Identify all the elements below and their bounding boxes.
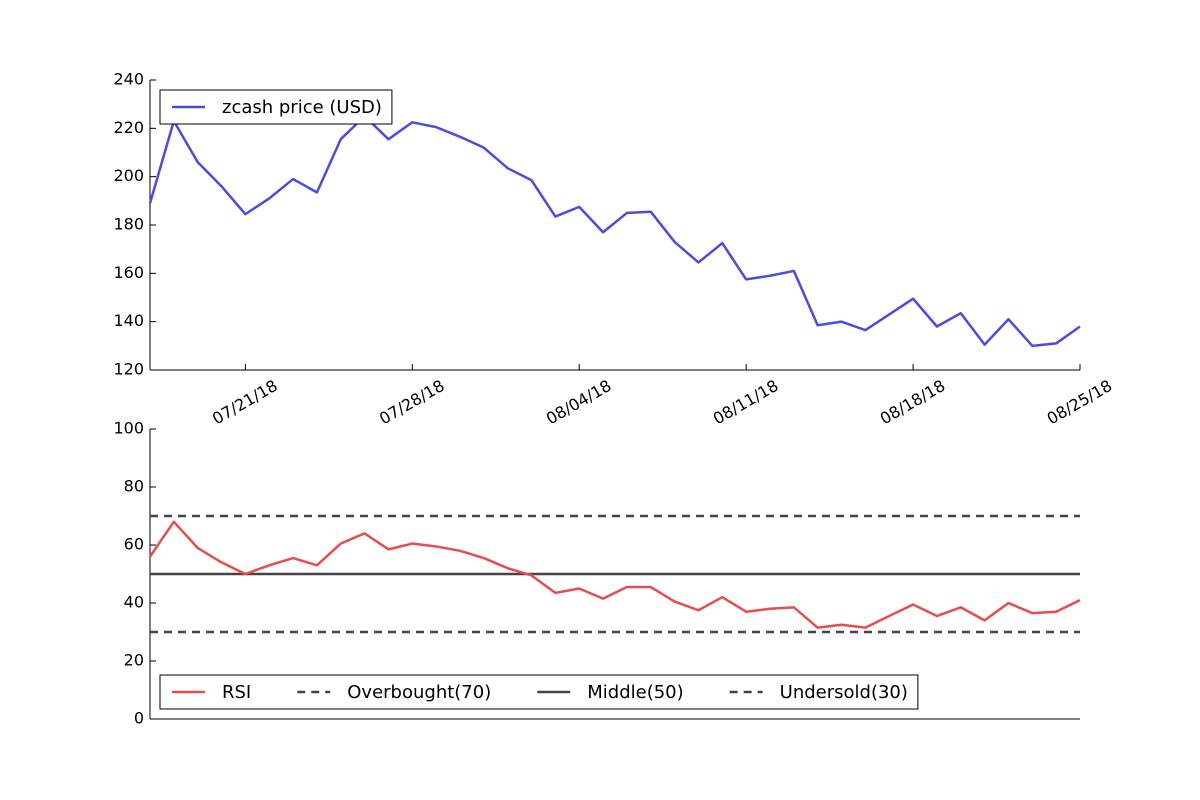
data-line bbox=[148, 115, 1081, 348]
y-tick-label: 180 bbox=[113, 215, 144, 234]
y-tick-label: 220 bbox=[113, 118, 144, 137]
y-tick-label: 160 bbox=[113, 263, 144, 282]
legend-label: RSI bbox=[222, 682, 251, 703]
y-tick-label: 40 bbox=[124, 593, 144, 612]
legend-label: Undersold(30) bbox=[780, 682, 908, 703]
data-line bbox=[148, 520, 1081, 629]
y-tick-label: 120 bbox=[113, 360, 144, 379]
legend: RSI Overbought(70) Middle(50) Undersold(30) bbox=[159, 674, 919, 710]
legend: zcash price (USD) bbox=[159, 89, 393, 125]
legend-label: zcash price (USD) bbox=[222, 97, 382, 118]
y-tick-label: 20 bbox=[124, 651, 144, 670]
x-tick-label: 08/11/18 bbox=[710, 376, 782, 428]
y-tick-label: 240 bbox=[113, 70, 144, 89]
y-tick-label: 140 bbox=[113, 311, 144, 330]
x-tick-label: 08/25/18 bbox=[1044, 376, 1116, 428]
x-tick-label: 08/18/18 bbox=[877, 376, 949, 428]
y-tick-label: 80 bbox=[124, 477, 144, 496]
x-tick-label: 08/04/18 bbox=[543, 376, 615, 428]
y-tick-label: 0 bbox=[134, 709, 144, 728]
y-tick-label: 200 bbox=[113, 166, 144, 185]
x-tick-label: 07/21/18 bbox=[209, 376, 281, 428]
y-tick-label: 100 bbox=[113, 419, 144, 438]
y-tick-label: 60 bbox=[124, 535, 144, 554]
legend-label: Overbought(70) bbox=[347, 682, 491, 703]
x-tick-label: 07/28/18 bbox=[376, 376, 448, 428]
legend-label: Middle(50) bbox=[587, 682, 683, 703]
